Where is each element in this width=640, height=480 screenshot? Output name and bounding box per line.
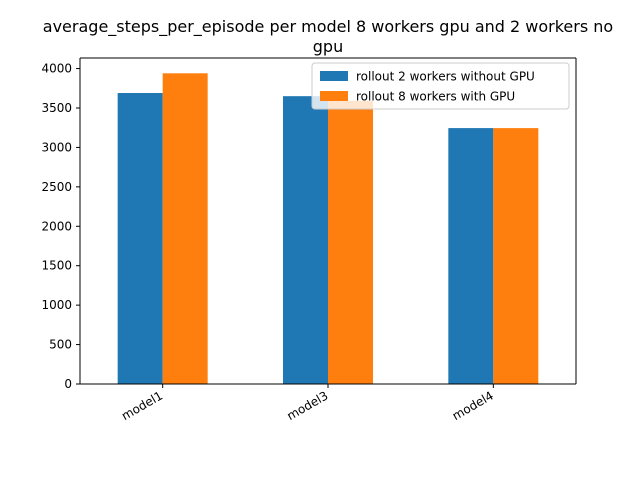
y-tick-label-500: 500 — [49, 338, 72, 352]
bar-model3-series-1 — [283, 96, 328, 385]
legend-swatch-1 — [320, 71, 348, 81]
y-tick-label-3000: 3000 — [41, 140, 72, 154]
y-tick-label-2000: 2000 — [41, 219, 72, 233]
legend-box — [311, 62, 570, 110]
legend: rollout 2 workers without GPU rollout 8 w… — [311, 62, 570, 110]
bar-model1-series-2 — [162, 73, 208, 385]
bar-model4-series-1 — [448, 128, 494, 384]
legend-swatch-2 — [320, 91, 348, 101]
legend-label-2: rollout 8 workers with GPU — [356, 90, 515, 104]
bar-model3-series-2 — [328, 100, 373, 385]
y-tick-label-4000: 4000 — [41, 62, 72, 76]
y-tick-label-1000: 1000 — [41, 298, 72, 312]
chart-title-line-1: average_steps_per_episode per model 8 wo… — [43, 17, 613, 37]
y-tick-label-2500: 2500 — [41, 180, 72, 194]
y-tick-label-0: 0 — [64, 377, 72, 391]
y-tick-label-3500: 3500 — [41, 101, 72, 115]
chart-title-line-2: gpu — [313, 37, 343, 56]
bar-model4-series-2 — [493, 128, 539, 384]
bar-model1-series-1 — [117, 93, 163, 384]
y-tick-label-1500: 1500 — [41, 259, 72, 273]
legend-label-1: rollout 2 workers without GPU — [356, 70, 535, 84]
